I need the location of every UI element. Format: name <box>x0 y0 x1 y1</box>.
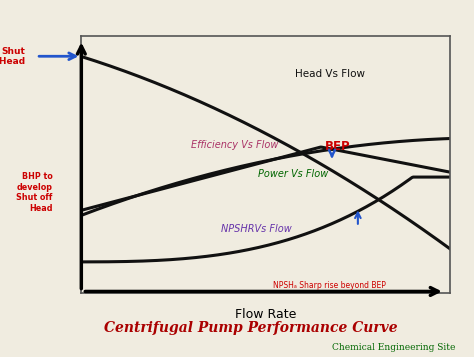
Text: BEP: BEP <box>325 140 350 153</box>
Text: Chemical Engineering Site: Chemical Engineering Site <box>332 343 455 352</box>
Text: Centrifugal Pump Performance Curve: Centrifugal Pump Performance Curve <box>104 321 398 335</box>
Text: Head Vs Flow: Head Vs Flow <box>295 69 365 79</box>
Text: Shut
Off Head: Shut Off Head <box>0 46 25 66</box>
Text: Power Vs Flow: Power Vs Flow <box>258 169 328 179</box>
Text: NPSHₐ Sharp rise beyond BEP: NPSHₐ Sharp rise beyond BEP <box>273 281 386 290</box>
Text: Flow Rate: Flow Rate <box>235 308 296 321</box>
Text: BHP to
develop
Shut off
Head: BHP to develop Shut off Head <box>17 172 53 213</box>
Text: Efficiency Vs Flow: Efficiency Vs Flow <box>191 140 279 150</box>
Text: NPSHRVs Flow: NPSHRVs Flow <box>221 224 292 234</box>
